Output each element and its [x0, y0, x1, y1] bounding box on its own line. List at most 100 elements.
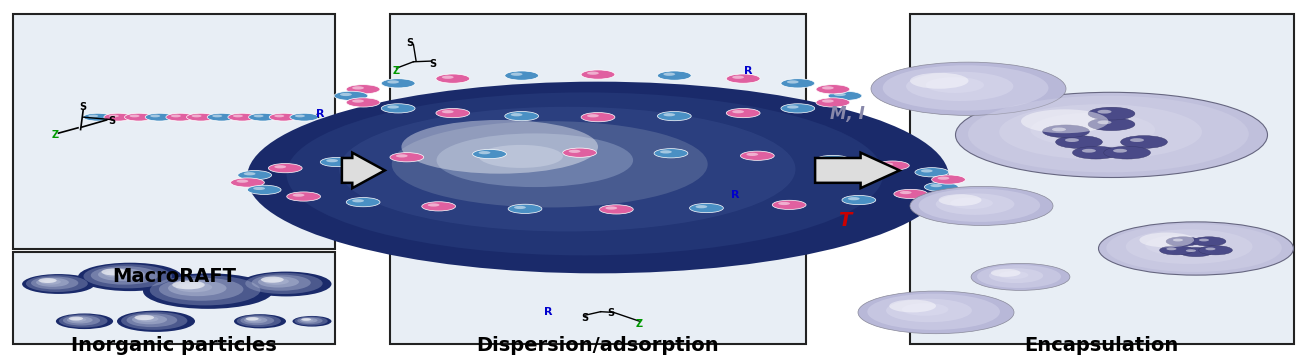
Circle shape [786, 105, 798, 109]
Circle shape [1160, 246, 1193, 255]
Circle shape [101, 268, 127, 275]
Circle shape [286, 92, 883, 255]
Circle shape [56, 313, 113, 329]
Circle shape [663, 72, 675, 76]
Circle shape [387, 80, 399, 83]
Circle shape [504, 111, 538, 121]
Circle shape [772, 200, 806, 209]
Text: S: S [607, 308, 615, 318]
Circle shape [247, 82, 949, 273]
Circle shape [842, 196, 876, 205]
Circle shape [746, 153, 758, 156]
Circle shape [341, 93, 352, 96]
Circle shape [238, 170, 272, 180]
Circle shape [1098, 222, 1294, 275]
Circle shape [230, 178, 264, 187]
Circle shape [187, 113, 216, 121]
Circle shape [971, 263, 1070, 290]
Text: R: R [744, 66, 753, 76]
Circle shape [234, 314, 286, 328]
Circle shape [931, 184, 942, 187]
Circle shape [300, 318, 317, 323]
Circle shape [140, 317, 152, 320]
Circle shape [998, 271, 1028, 279]
Circle shape [932, 175, 966, 184]
Circle shape [1072, 146, 1119, 159]
Circle shape [109, 115, 118, 118]
Circle shape [1097, 110, 1112, 114]
Circle shape [135, 315, 155, 320]
Circle shape [781, 104, 815, 113]
Text: Z: Z [636, 319, 643, 329]
Circle shape [269, 113, 298, 121]
Text: R: R [731, 190, 740, 200]
Circle shape [968, 96, 1249, 173]
Circle shape [816, 155, 850, 165]
Circle shape [39, 278, 57, 283]
Circle shape [835, 93, 846, 96]
Circle shape [1031, 113, 1156, 147]
Circle shape [78, 263, 182, 291]
Circle shape [1192, 237, 1226, 246]
Circle shape [828, 91, 862, 100]
Circle shape [58, 314, 108, 328]
Circle shape [62, 315, 100, 326]
Circle shape [69, 317, 83, 321]
Circle shape [920, 169, 932, 173]
Circle shape [937, 176, 949, 180]
Circle shape [588, 72, 599, 75]
Circle shape [191, 115, 202, 118]
Circle shape [170, 115, 181, 118]
Circle shape [1130, 138, 1144, 142]
Circle shape [689, 203, 723, 213]
Circle shape [326, 159, 338, 162]
Circle shape [233, 115, 243, 118]
Circle shape [287, 192, 321, 201]
Circle shape [346, 197, 380, 207]
Circle shape [1088, 118, 1135, 131]
Circle shape [133, 315, 168, 324]
Circle shape [581, 113, 615, 122]
Circle shape [883, 65, 1048, 111]
Circle shape [581, 70, 615, 79]
Circle shape [240, 316, 274, 325]
Circle shape [741, 151, 775, 160]
Circle shape [143, 273, 273, 309]
Circle shape [1166, 247, 1177, 250]
Circle shape [168, 280, 226, 296]
Circle shape [950, 197, 993, 209]
Circle shape [295, 115, 306, 118]
Circle shape [126, 313, 177, 327]
Circle shape [26, 275, 88, 292]
Text: S: S [406, 38, 413, 48]
Circle shape [436, 74, 469, 83]
Circle shape [822, 86, 833, 89]
Text: Encapsulation: Encapsulation [1024, 336, 1179, 355]
Circle shape [1097, 120, 1112, 124]
Circle shape [428, 203, 439, 207]
Circle shape [663, 113, 675, 116]
Circle shape [173, 280, 205, 289]
Text: S: S [429, 59, 437, 69]
Circle shape [816, 84, 850, 94]
Circle shape [658, 71, 692, 80]
Circle shape [304, 319, 309, 321]
Circle shape [159, 278, 243, 301]
Circle shape [1056, 136, 1102, 148]
Circle shape [1104, 146, 1150, 159]
Circle shape [588, 114, 599, 118]
Circle shape [732, 76, 744, 79]
Text: MacroRAFT: MacroRAFT [112, 267, 237, 286]
Circle shape [727, 109, 760, 118]
Circle shape [247, 185, 281, 195]
FancyBboxPatch shape [13, 252, 335, 344]
Circle shape [250, 318, 257, 321]
Circle shape [696, 205, 707, 208]
Circle shape [989, 268, 1043, 283]
Circle shape [244, 317, 268, 323]
Circle shape [257, 276, 299, 288]
Circle shape [31, 277, 78, 289]
Circle shape [91, 266, 159, 285]
Circle shape [848, 197, 859, 200]
Circle shape [1043, 125, 1089, 138]
